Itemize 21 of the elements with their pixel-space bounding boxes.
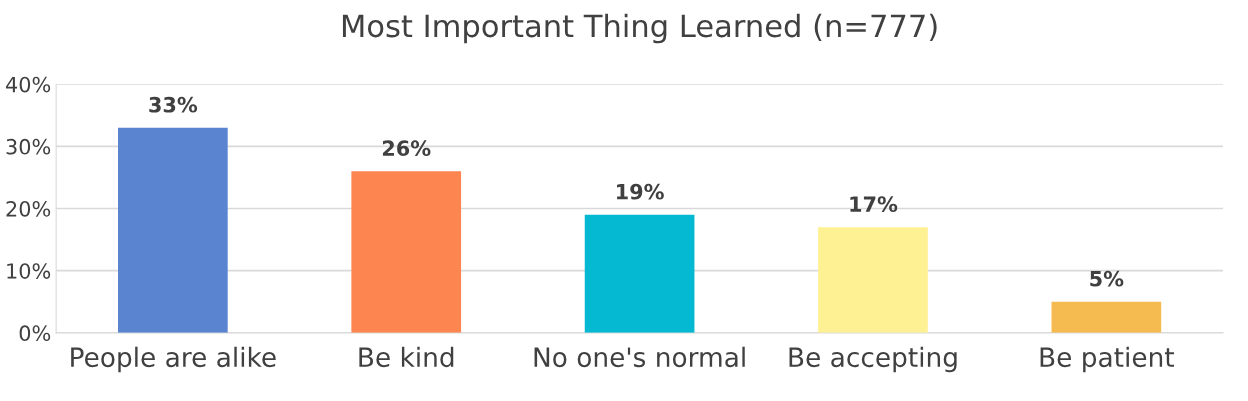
data-label: 17% xyxy=(850,196,898,213)
y-tick-label: 0% xyxy=(19,325,51,342)
data-label: 5% xyxy=(1090,270,1124,287)
bar xyxy=(584,214,695,333)
data-label: 33% xyxy=(149,96,198,113)
y-tick-label: 20% xyxy=(6,200,51,217)
bar xyxy=(351,171,462,333)
x-tick-label: Be accepting xyxy=(789,346,957,373)
y-tick-label: 40% xyxy=(6,76,51,93)
x-tick-label: People are alike xyxy=(71,346,276,373)
chart-title: Most Important Thing Learned (n=777) xyxy=(342,13,937,44)
bar xyxy=(818,227,928,333)
data-label: 19% xyxy=(617,183,664,200)
y-tick-label: 10% xyxy=(7,263,51,279)
bar xyxy=(118,127,228,333)
y-tick-label: 30% xyxy=(6,138,51,155)
x-tick-label: No one's normal xyxy=(534,346,745,368)
data-label: 26% xyxy=(382,140,431,157)
bar xyxy=(1051,301,1162,333)
x-tick-label: Be patient xyxy=(1040,346,1175,373)
x-tick-label: Be kind xyxy=(359,346,454,368)
